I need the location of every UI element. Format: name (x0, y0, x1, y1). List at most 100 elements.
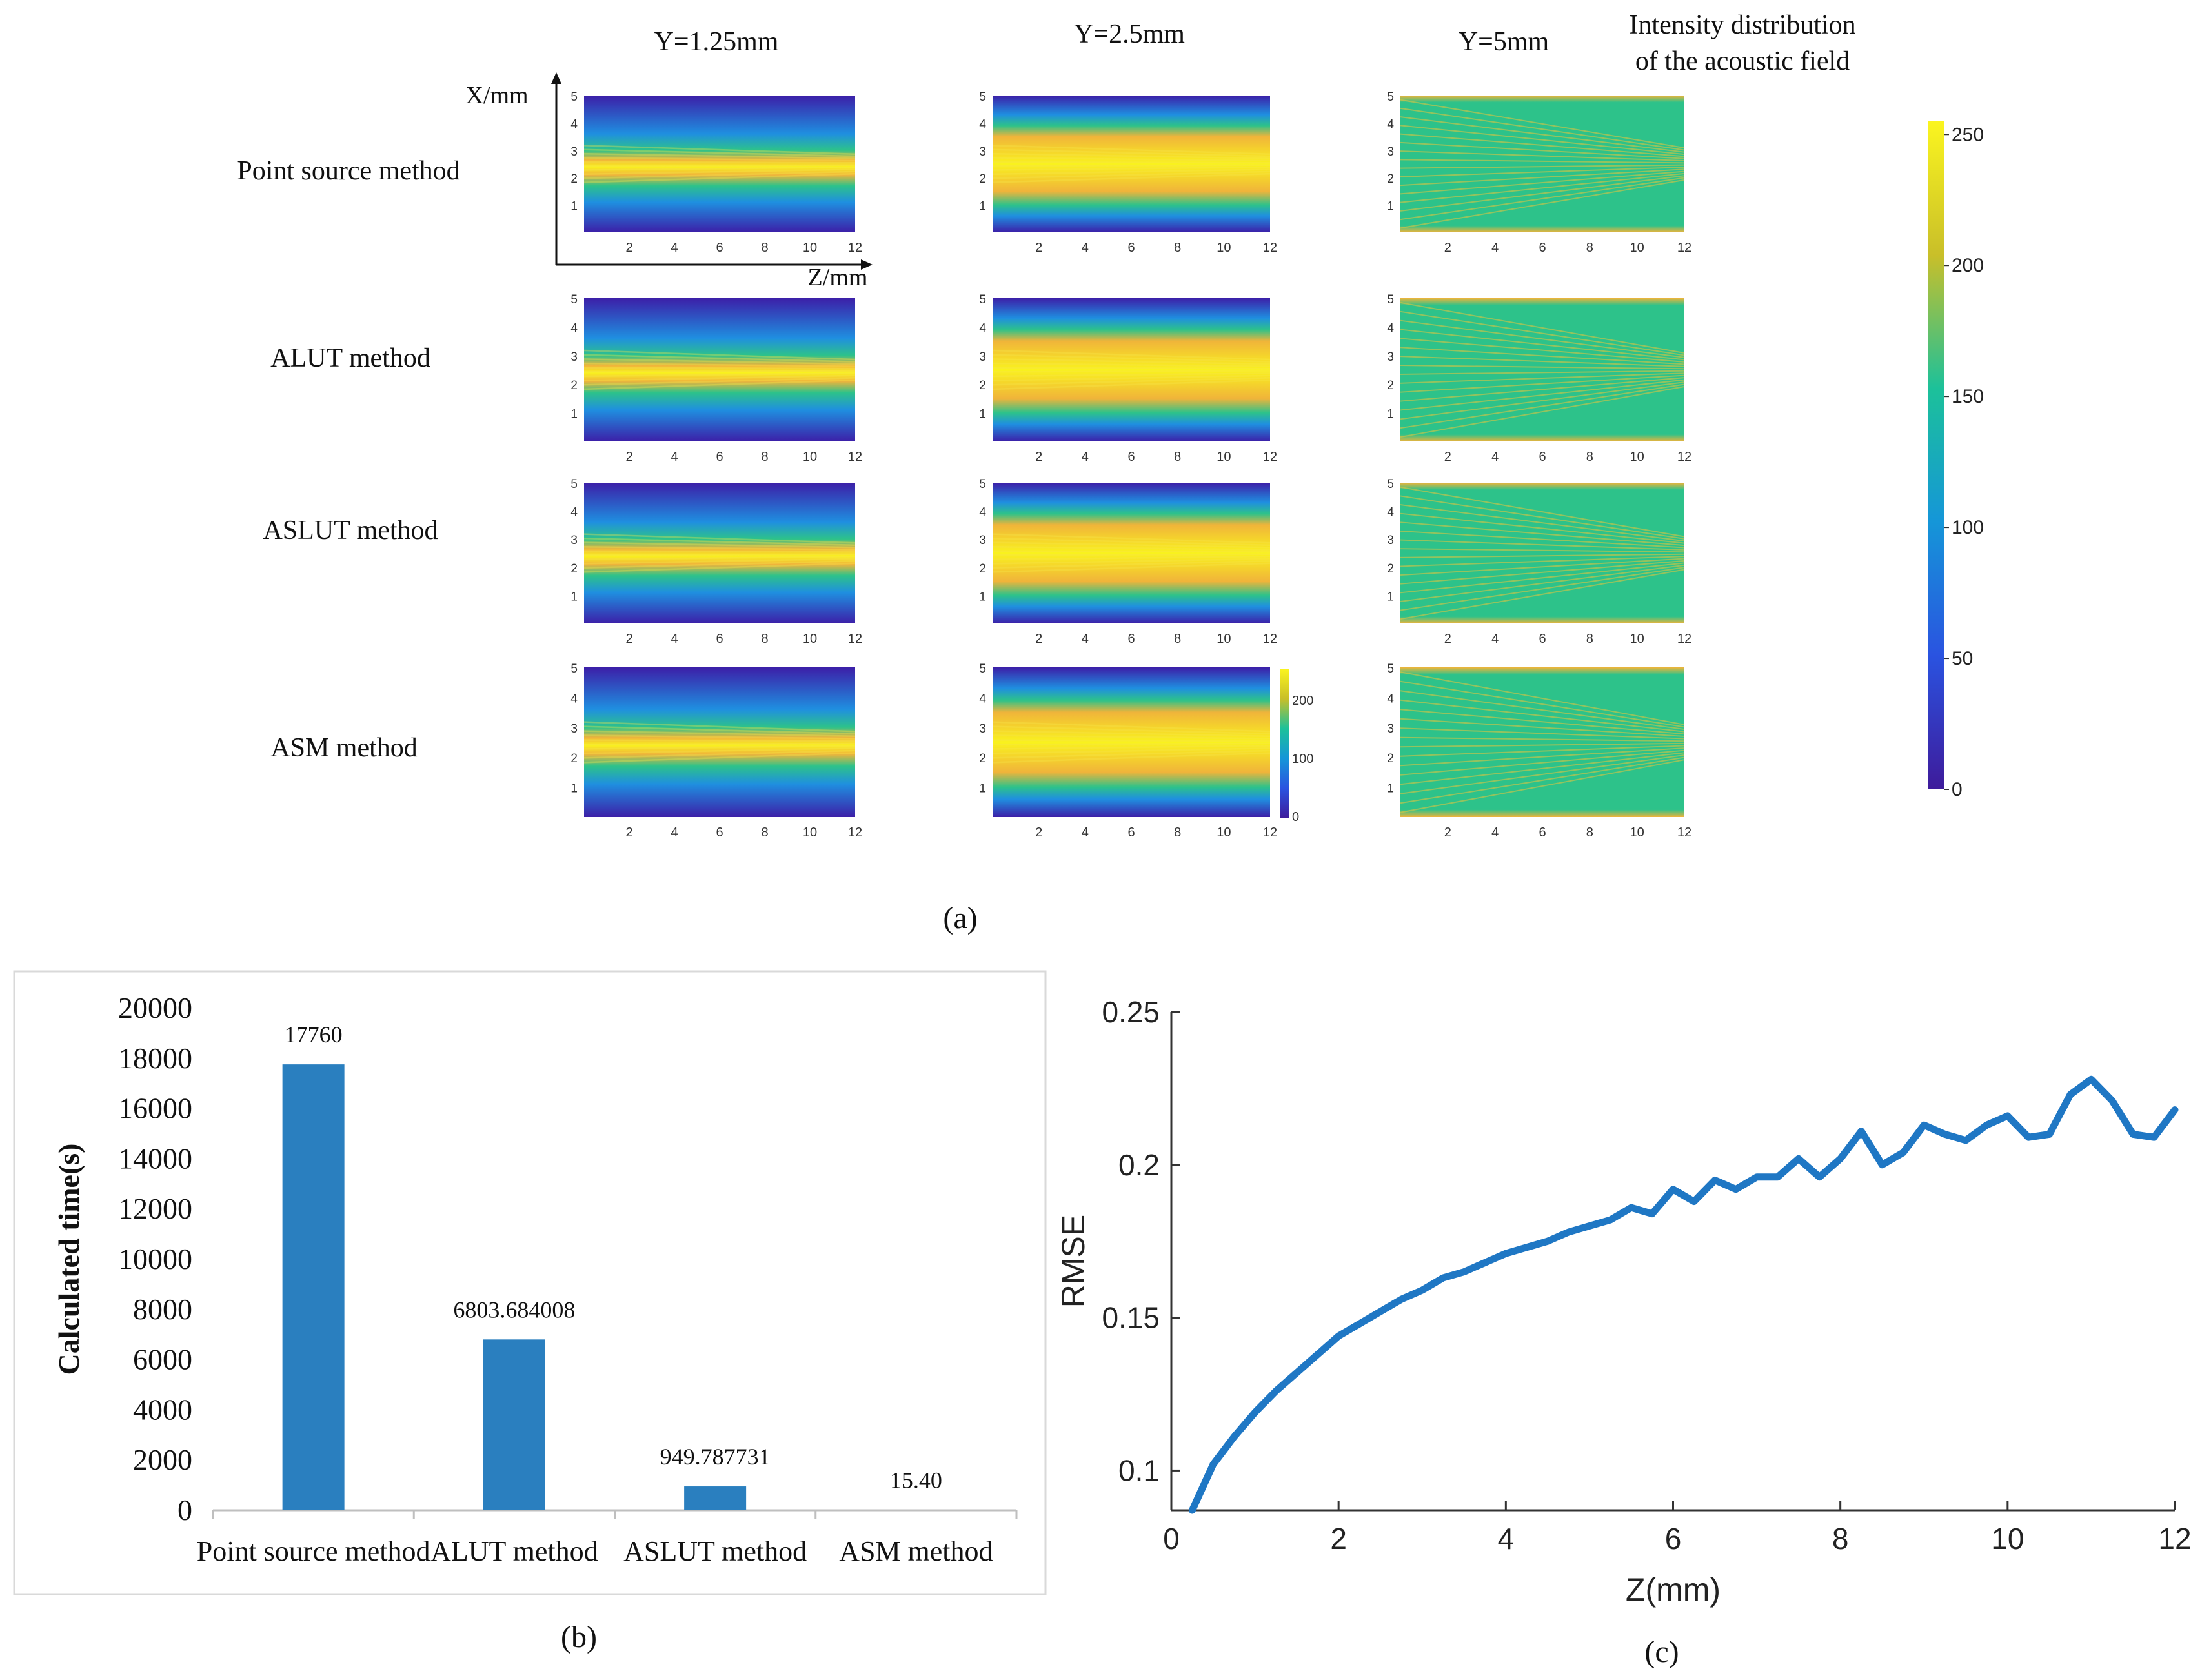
z-tick-label: 4 (1082, 241, 1089, 255)
panel-c: 0 2 4 6 8 10 12 0.1 0.15 0.2 0.25 Z(mm) RMSE (c) (1055, 995, 2191, 1669)
x-tick-label: 2 (1387, 172, 1394, 186)
interference-fringe (992, 749, 1271, 759)
x-tick-label: 4 (570, 117, 578, 131)
rmse-series-line (1188, 1075, 2179, 1514)
x-tick-label: 3 (1387, 350, 1394, 364)
bar-y-axis-label: Calculated time(s) (52, 1144, 85, 1375)
bar-y-tick-label: 20000 (118, 991, 192, 1024)
z-tick-label: 4 (1082, 632, 1089, 646)
z-tick-label: 8 (1586, 825, 1593, 840)
field-map-image (584, 483, 855, 623)
interference-fringe (992, 367, 1271, 370)
z-axis-arrowhead (861, 259, 873, 270)
interference-fringe (1400, 172, 1685, 203)
z-tick-label: 2 (1444, 632, 1451, 646)
interference-fringe (583, 148, 856, 157)
x-tick-label: 5 (1387, 293, 1394, 307)
inset-colorbar-tick: 100 (1292, 752, 1313, 766)
z-tick-label: 6 (1127, 632, 1135, 646)
bar-data-label: 17760 (285, 1022, 343, 1047)
interference-fringe (992, 166, 1271, 171)
colorbar-tick-label: 250 (1952, 124, 1984, 145)
col-header-y5: Y=5mm (1459, 27, 1550, 57)
z-tick-label: 2 (1035, 632, 1042, 646)
x-tick-label: 1 (1387, 200, 1394, 214)
x-tick-label: 3 (979, 534, 986, 547)
z-tick-label: 2 (625, 825, 632, 840)
bar-category-label: ALUT method (430, 1535, 598, 1567)
interference-fringe (992, 545, 1271, 551)
x-tick-label: 2 (979, 172, 986, 186)
interference-fringe (1400, 329, 1685, 361)
field-map-image (1400, 483, 1684, 623)
line-x-axis-label: Z(mm) (1626, 1572, 1721, 1608)
interference-fringe (1400, 164, 1685, 169)
interference-fringe (1400, 377, 1685, 402)
interference-fringe (992, 541, 1271, 549)
z-tick-label: 6 (1127, 825, 1135, 840)
interference-fringe (1400, 521, 1685, 547)
bar-y-tick-label: 18000 (118, 1042, 192, 1075)
interference-fringe (1400, 383, 1685, 429)
z-tick-label: 4 (1491, 632, 1499, 646)
interference-fringe (1400, 338, 1685, 363)
interference-fringe (1400, 150, 1685, 162)
z-tick-label: 4 (671, 632, 678, 646)
interference-fringe (992, 161, 1271, 164)
interference-fringe (992, 170, 1271, 179)
z-tick-label: 2 (625, 450, 632, 464)
line-x-tick-label: 0 (1163, 1522, 1180, 1555)
z-tick-label: 8 (1586, 450, 1593, 464)
z-tick-label: 6 (1539, 632, 1546, 646)
x-tick-label: 2 (979, 562, 986, 576)
interference-fringe (992, 562, 1271, 573)
row-label-aslut: ASLUT method (263, 516, 438, 545)
interference-fringe (992, 372, 1271, 378)
z-tick-label: 2 (1444, 241, 1451, 255)
x-tick-label: 5 (979, 293, 986, 307)
x-tick-label: 5 (979, 662, 986, 676)
interference-fringe (1400, 372, 1685, 384)
interference-fringe (583, 721, 856, 733)
interference-fringe (583, 730, 856, 737)
interference-fringe (992, 558, 1271, 565)
z-tick-label: 8 (1174, 632, 1181, 646)
interference-fringe (583, 560, 856, 569)
interference-fringe (1400, 699, 1685, 733)
interference-fringe (583, 362, 856, 367)
field-map-image (993, 298, 1270, 441)
interference-fringe (583, 152, 856, 159)
interference-fringe (583, 166, 856, 171)
z-tick-label: 6 (1127, 241, 1135, 255)
field-map-image (993, 667, 1270, 817)
bar-y-tick-label: 6000 (133, 1343, 192, 1376)
interference-fringe (583, 537, 856, 547)
z-tick-label: 10 (803, 241, 817, 255)
x-tick-label: 1 (570, 200, 578, 214)
interference-fringe (583, 367, 856, 370)
line-x-tick-label: 6 (1665, 1522, 1682, 1555)
interference-fringe (992, 533, 1271, 544)
x-tick-label: 2 (979, 379, 986, 392)
interference-fringe (1400, 310, 1685, 356)
z-tick-label: 12 (1677, 450, 1691, 464)
z-tick-label: 4 (671, 450, 678, 464)
interference-fringe (583, 749, 856, 759)
interference-fringe (992, 377, 1271, 386)
x-tick-label: 3 (1387, 534, 1394, 547)
x-tick-label: 3 (1387, 722, 1394, 736)
interference-fringe (583, 541, 856, 549)
z-tick-label: 12 (848, 241, 862, 255)
interference-fringe (583, 164, 856, 167)
row-label-point-source: Point source method (237, 156, 459, 186)
interference-fringe (1400, 175, 1685, 212)
interference-fringe (1400, 562, 1685, 594)
bar-y-tick-label: 4000 (133, 1393, 192, 1426)
line-y-tick-label: 0.15 (1102, 1301, 1160, 1335)
main-colorbar-ticks: 0 50 100 150 200 250 (1944, 124, 1984, 800)
interference-fringe (992, 354, 1271, 363)
z-axis-label: Z/mm (808, 264, 868, 291)
